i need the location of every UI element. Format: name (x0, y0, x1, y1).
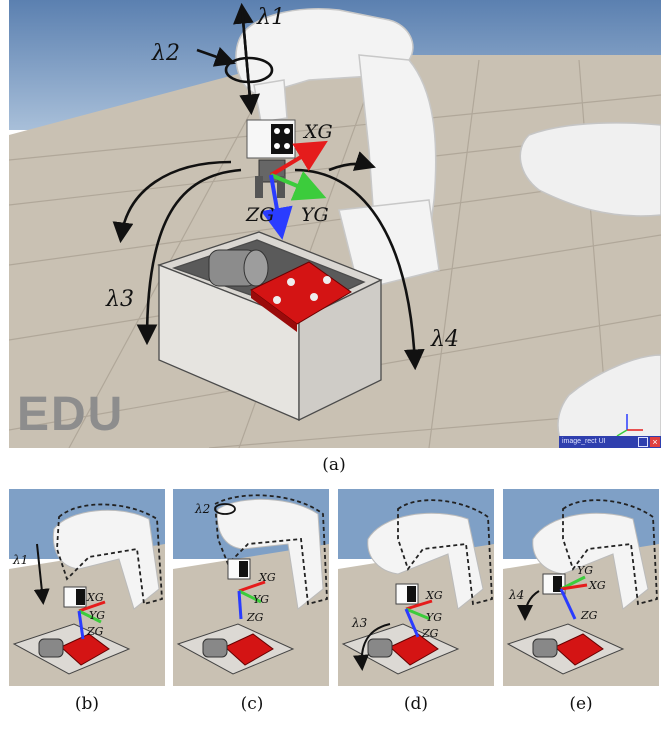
yg-label: YG (301, 204, 329, 226)
e-yg-label: YG (577, 564, 593, 577)
lambda2-label: λ2 (151, 41, 180, 66)
lambda-arrows (112, 2, 425, 371)
viewer-status-bar: image_rect UI × (559, 436, 661, 448)
cylinder-part (208, 249, 269, 287)
zg-label: ZG (245, 204, 274, 226)
panel-c-render: λ2 XG YG ZG (173, 489, 329, 686)
lambda1-label: λ1 (256, 5, 285, 30)
panel-a-scene: λ1 λ2 λ3 λ4 XG YG ZG EDU image_rect UI × (9, 0, 661, 448)
panel-c-scene: λ2 XG YG ZG (173, 489, 329, 686)
panel-d-render: λ3 XG YG ZG (338, 489, 494, 686)
panel-d-scene: λ3 XG YG ZG (338, 489, 494, 686)
robot-arm-main (235, 8, 440, 291)
panel-e-scene: YG XG ZG λ4 (503, 489, 659, 686)
gripper-frame-axes (261, 140, 328, 240)
e-lambda4-label: λ4 (508, 588, 524, 602)
d-lambda3-label: λ3 (351, 616, 368, 630)
b-zg-label: ZG (86, 625, 104, 638)
edu-watermark: EDU (17, 388, 125, 441)
panel-e-render: YG XG ZG λ4 (503, 489, 659, 686)
b-xg-label: XG (86, 591, 104, 604)
caption-e: (e) (569, 694, 593, 714)
e-zg-label: ZG (580, 609, 598, 622)
caption-c: (c) (240, 694, 264, 714)
caption-b: (b) (74, 694, 100, 714)
panel-b-render: λ1 XG YG ZG (9, 489, 165, 686)
e-xg-label: XG (588, 579, 606, 592)
d-yg-label: YG (426, 611, 442, 624)
corner-axis-icon (616, 414, 643, 437)
c-lambda2-label: λ2 (194, 502, 210, 516)
b-lambda1-label: λ1 (12, 553, 28, 567)
caption-a: (a) (322, 455, 346, 475)
xg-label: XG (302, 121, 333, 143)
lambda4-label: λ4 (430, 327, 459, 352)
maximize-icon[interactable] (638, 437, 648, 447)
caption-d: (d) (403, 694, 429, 714)
c-xg-label: XG (258, 571, 276, 584)
robot-arm-right (519, 122, 661, 448)
d-zg-label: ZG (421, 627, 439, 640)
status-text: image_rect UI (562, 438, 606, 445)
red-h-part (250, 261, 352, 332)
c-zg-label: ZG (246, 611, 264, 624)
close-icon[interactable]: × (650, 437, 660, 447)
panel-a-render: λ1 λ2 λ3 λ4 XG YG ZG (9, 0, 661, 448)
panel-b-scene: λ1 XG YG ZG (9, 489, 165, 686)
d-xg-label: XG (425, 589, 443, 602)
c-yg-label: YG (253, 593, 269, 606)
b-yg-label: YG (89, 609, 105, 622)
lambda3-label: λ3 (105, 287, 134, 312)
